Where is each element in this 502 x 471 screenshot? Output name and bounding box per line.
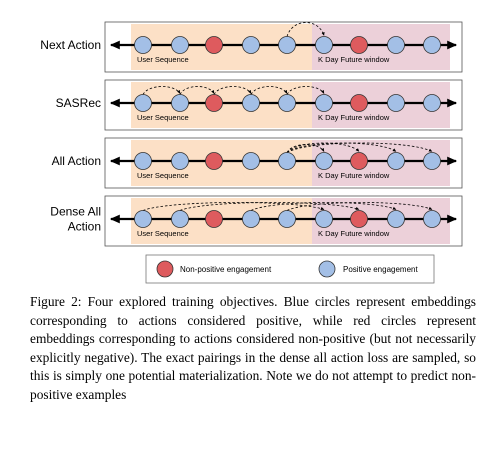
prediction-arrow xyxy=(286,142,360,153)
prediction-arrow xyxy=(250,202,397,211)
row-3: User Sequence K Day Future window All Acti… xyxy=(52,137,463,189)
training-objectives-diagram: User Sequence K Day Future window Next Act… xyxy=(40,21,463,284)
future-window-label: K Day Future window xyxy=(318,171,390,180)
positive-node xyxy=(423,210,441,228)
user-sequence-label: User Sequence xyxy=(137,55,189,64)
non-positive-node xyxy=(350,94,368,112)
positive-node xyxy=(171,94,189,112)
positive-node xyxy=(242,152,260,170)
positive-node xyxy=(423,94,441,112)
figure-caption-label: Figure 2: xyxy=(30,294,82,309)
positive-node xyxy=(423,36,441,54)
positive-node xyxy=(242,210,260,228)
row-label: Next Action xyxy=(40,38,101,52)
positive-node xyxy=(171,210,189,228)
legend-non-positive-swatch xyxy=(156,260,174,278)
prediction-arrow xyxy=(286,22,325,37)
positive-node xyxy=(134,152,152,170)
positive-node xyxy=(387,94,405,112)
positive-node xyxy=(242,36,260,54)
user-sequence-label: User Sequence xyxy=(137,113,189,122)
user-sequence-label: User Sequence xyxy=(137,229,189,238)
future-window-label: K Day Future window xyxy=(318,55,390,64)
positive-node xyxy=(171,36,189,54)
positive-node xyxy=(278,36,296,54)
prediction-arrow xyxy=(179,202,360,211)
prediction-arrow xyxy=(179,86,215,95)
legend-non-positive-label: Non-positive engagement xyxy=(180,265,272,274)
positive-node xyxy=(387,36,405,54)
row-label: Action xyxy=(68,220,101,234)
positive-node xyxy=(387,152,405,170)
figure-caption: Figure 2: Four explored training objecti… xyxy=(30,293,476,405)
row-1: User Sequence K Day Future window Next Act… xyxy=(40,21,463,73)
non-positive-node xyxy=(350,36,368,54)
positive-node xyxy=(315,210,333,228)
positive-node xyxy=(315,152,333,170)
future-window-label: K Day Future window xyxy=(318,229,390,238)
non-positive-node xyxy=(205,210,223,228)
positive-node xyxy=(423,152,441,170)
positive-node xyxy=(278,152,296,170)
prediction-arrow xyxy=(250,86,288,95)
user-sequence-label: User Sequence xyxy=(137,171,189,180)
prediction-arrow xyxy=(286,142,433,153)
positive-node xyxy=(134,210,152,228)
positive-node xyxy=(315,36,333,54)
row-label: Dense All xyxy=(50,205,101,219)
figure-caption-text: Four explored training objectives. Blue … xyxy=(30,294,476,402)
positive-node xyxy=(171,152,189,170)
row-2: User Sequence K Day Future window SASRec xyxy=(56,79,463,131)
legend: Non-positive engagement Positive engagem… xyxy=(145,254,435,284)
legend-box xyxy=(145,254,435,284)
positive-node xyxy=(134,94,152,112)
non-positive-node xyxy=(205,94,223,112)
future-window-label: K Day Future window xyxy=(318,113,390,122)
positive-node xyxy=(278,94,296,112)
row-label: SASRec xyxy=(56,96,101,110)
prediction-arrow xyxy=(286,202,433,211)
non-positive-node xyxy=(205,36,223,54)
positive-node xyxy=(134,36,152,54)
row-label: All Action xyxy=(52,154,101,168)
positive-node xyxy=(278,210,296,228)
row-4: User Sequence K Day Future window Dense Al… xyxy=(50,195,463,247)
positive-node xyxy=(387,210,405,228)
legend-positive-label: Positive engagement xyxy=(343,265,418,274)
positive-node xyxy=(315,94,333,112)
non-positive-node xyxy=(205,152,223,170)
legend-positive-swatch xyxy=(318,260,336,278)
non-positive-node xyxy=(350,152,368,170)
prediction-arrow xyxy=(142,202,325,211)
non-positive-node xyxy=(350,210,368,228)
positive-node xyxy=(242,94,260,112)
